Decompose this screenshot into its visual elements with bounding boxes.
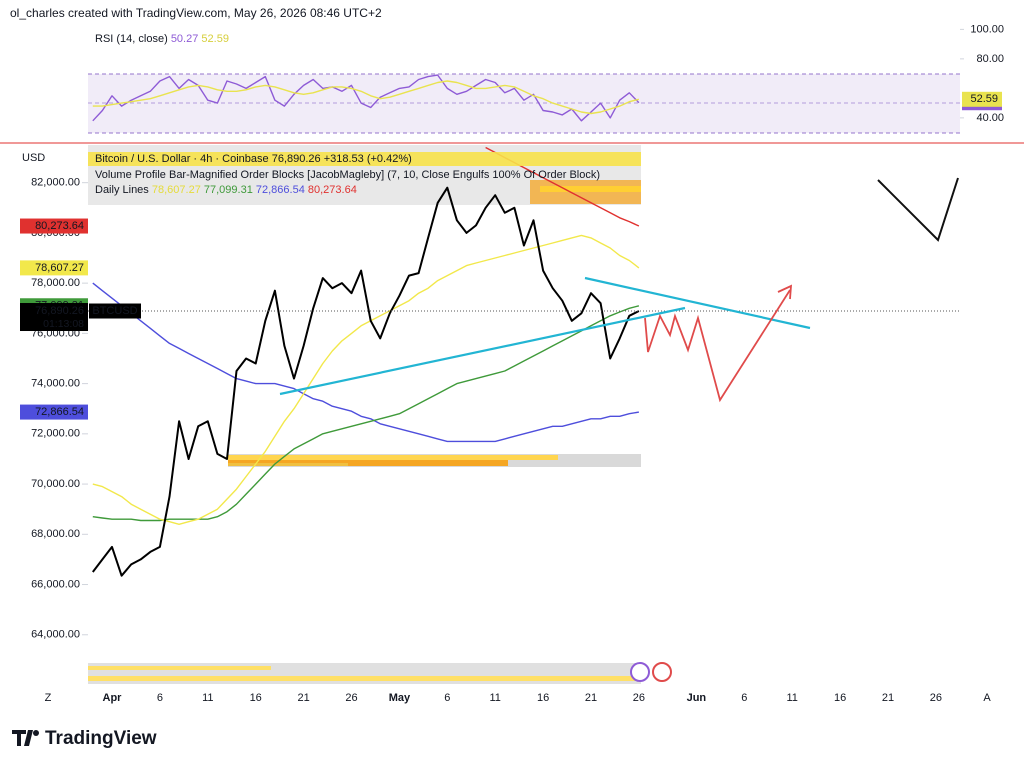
x-tick-label: 6 (444, 692, 450, 704)
x-tick-label: 6 (157, 692, 163, 704)
legend-symbol: Bitcoin / U.S. Dollar · 4h · Coinbase 76… (95, 153, 412, 165)
drawing (877, 177, 959, 242)
drawings: Bitcoin / U.S. Dollar · 4h · Coinbase 76… (12, 91, 1002, 749)
daily-value: 72,866.54 (256, 184, 305, 196)
x-tick-label: 11 (202, 692, 213, 704)
daily-value: 78,607.27 (152, 184, 201, 196)
x-tick-label: 21 (882, 692, 894, 704)
x-tick-label: 26 (345, 692, 357, 704)
price-badge-label: 80,273.64 (35, 220, 84, 232)
series-line (92, 186, 640, 577)
price-badge (20, 218, 88, 234)
header: ol_charles created with TradingView.com,… (10, 6, 382, 20)
y-tick-label: 64,000.00 (31, 629, 80, 641)
order-block (228, 455, 558, 460)
order-block (88, 676, 641, 681)
y-tick-label: 70,000.00 (31, 478, 80, 490)
order-block (228, 460, 508, 466)
order-block (88, 666, 271, 670)
legend-highlight (88, 152, 641, 166)
x-tick-label: 16 (250, 692, 262, 704)
logo (12, 730, 33, 746)
series-line (92, 74, 640, 122)
y-tick-label: 82,000.00 (31, 177, 80, 189)
price-badge (20, 260, 88, 276)
daily-title: Daily Lines (95, 184, 149, 196)
rsi-title: RSI (14, close) (95, 33, 168, 45)
currency: USD (22, 152, 45, 164)
rsi-ma-value: 52.59 (201, 33, 229, 45)
y-tick-label: 100.00 (970, 23, 1004, 35)
y-tick-label: 80.00 (976, 53, 1004, 65)
x-tick-label: 6 (741, 692, 747, 704)
x-tick-label: 26 (633, 692, 645, 704)
legend-indicator: Volume Profile Bar-Magnified Order Block… (95, 169, 600, 181)
x-tick-label: Apr (103, 692, 123, 704)
x-tick-label: 21 (297, 692, 309, 704)
change: +318.53 (+0.42%) (324, 153, 412, 165)
y-tick-label: 66,000.00 (31, 578, 80, 590)
series-line (92, 234, 640, 525)
scale-z: Z (45, 692, 52, 704)
y-tick-label: 40.00 (976, 112, 1004, 124)
daily-value: 80,273.64 (308, 184, 357, 196)
price-badge (20, 303, 88, 332)
legend-daily: Daily Lines 78,607.27 77,099.31 72,866.5… (95, 184, 357, 196)
x-tick-label: 11 (489, 692, 500, 704)
daily-value: 77,099.31 (204, 184, 253, 196)
order-block (540, 186, 641, 192)
series-line (92, 80, 640, 115)
series-line (92, 282, 640, 443)
symbol-tag (89, 303, 141, 319)
price-badge-label: 72,866.54 (35, 406, 84, 418)
trend-line (584, 276, 811, 330)
x-tick-label: 11 (786, 692, 797, 704)
icon (630, 662, 650, 682)
last-price: 76,890.26 (272, 153, 321, 165)
brand: TradingView (45, 728, 157, 749)
y-tick-label: 74,000.00 (31, 378, 80, 390)
symbol-line: Bitcoin / U.S. Dollar · 4h · Coinbase (95, 153, 269, 165)
y-tick-label: 68,000.00 (31, 528, 80, 540)
x-tick-label: 16 (537, 692, 549, 704)
x-tick-label: 16 (834, 692, 846, 704)
price-badge-label: 78,607.27 (35, 262, 84, 274)
rsi-value: 50.27 (171, 33, 199, 45)
x-tick-label: 26 (930, 692, 942, 704)
x-tick-label: 21 (585, 692, 597, 704)
plot: 64,000.00 66,000.00 68,000.00 70,000.00 72,0… (31, 23, 1004, 704)
order-block (228, 463, 348, 466)
scale-a: A (983, 692, 991, 704)
rsi-badge-label: 52.59 (970, 93, 998, 105)
symbol-tag-label: BTCUSD (92, 305, 137, 317)
icon (652, 662, 672, 682)
price-badge-label: 76,890.26 (35, 305, 84, 317)
projection-arrow (777, 284, 793, 300)
series-line (92, 305, 640, 522)
price-badge (20, 404, 88, 420)
x-tick-label: May (389, 692, 411, 704)
y-tick-label: 78,000.00 (31, 277, 80, 289)
rsi-legend: RSI (14, close) 50.27 52.59 (95, 33, 229, 45)
y-tick-label: 72,000.00 (31, 428, 80, 440)
trend-line (279, 306, 686, 396)
projection (644, 289, 791, 403)
logo (33, 730, 39, 736)
countdown: 01:13:08 (43, 318, 84, 330)
x-tick-label: Jun (687, 692, 707, 704)
rsi-badge (962, 91, 1002, 107)
